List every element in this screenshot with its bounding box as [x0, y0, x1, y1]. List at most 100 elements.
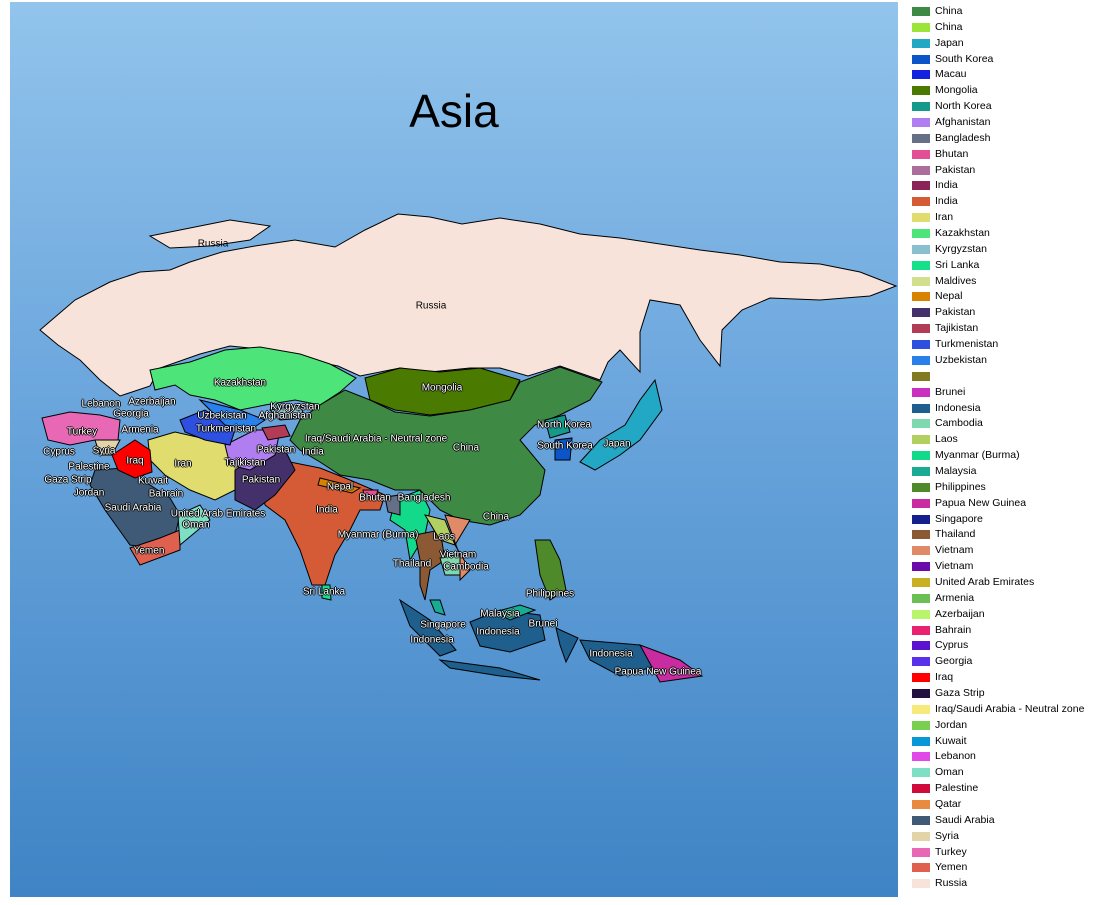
legend-label: Cambodia — [935, 417, 983, 430]
legend-item: Iraq/Saudi Arabia - Neutral zone — [912, 703, 1092, 717]
legend-swatch — [912, 704, 930, 714]
legend-label: Palestine — [935, 782, 979, 795]
legend-swatch — [912, 118, 930, 128]
legend-item: Philippines — [912, 481, 1092, 495]
map-label: Iraq — [126, 455, 144, 467]
map-label: Philippines — [525, 588, 575, 600]
region-bangladesh — [384, 494, 401, 516]
legend-swatch — [912, 419, 930, 429]
legend-swatch — [912, 451, 930, 461]
legend-item: India — [912, 195, 1092, 209]
map-label: Bhutan — [359, 492, 391, 504]
legend-label: Kazakhstan — [935, 227, 990, 240]
legend-label: Armenia — [935, 591, 975, 604]
legend-label: Papua New Guinea — [935, 496, 1027, 509]
region-indonesia-borneo — [469, 609, 546, 653]
map-shapes — [39, 213, 898, 683]
map-label: Iraq/Saudi Arabia - Neutral zone — [304, 433, 448, 445]
legend-label: Kyrgyzstan — [935, 242, 987, 255]
region-turkmenistan — [179, 409, 236, 446]
legend-item: China — [912, 21, 1092, 35]
region-kyrgyzstan — [268, 404, 306, 421]
legend-swatch — [912, 530, 930, 540]
legend-item: Malaysia — [912, 465, 1092, 479]
legend-swatch — [912, 641, 930, 651]
region-papua-new-guinea — [638, 644, 704, 683]
map-label: Jordan — [73, 487, 105, 499]
map-label: India — [316, 504, 338, 516]
legend-label: China — [935, 20, 963, 33]
legend-item: Pakistan — [912, 164, 1092, 178]
map-label: Indonesia — [476, 626, 520, 638]
legend-label: Sri Lanka — [935, 258, 980, 271]
map-label: Cambodia — [443, 561, 489, 573]
map-label: Nepal — [326, 481, 354, 493]
legend-swatch — [912, 54, 930, 64]
map-label: Brunei — [528, 618, 558, 630]
legend-swatch — [912, 736, 930, 746]
legend-label: Uzbekistan — [935, 353, 987, 366]
legend-item: Pakistan — [912, 306, 1092, 320]
map-label: United Arab Emirates — [170, 508, 266, 520]
legend-swatch — [912, 673, 930, 683]
legend-item: Laos — [912, 433, 1092, 447]
legend-item: Uzbekistan — [912, 354, 1092, 368]
legend-item: South Korea — [912, 53, 1092, 67]
legend-item: Papua New Guinea — [912, 497, 1092, 511]
legend-item — [912, 370, 1092, 384]
legend-item: Qatar — [912, 798, 1092, 812]
map-label: Mongolia — [421, 382, 463, 394]
map-label: Malaysia — [480, 608, 520, 620]
legend-label: Iraq/Saudi Arabia - Neutral zone — [935, 702, 1085, 715]
legend-label: Oman — [935, 766, 964, 779]
legend-swatch — [912, 149, 930, 159]
legend-swatch — [912, 800, 930, 809]
legend-item: Bahrain — [912, 624, 1092, 638]
legend-item: Jordan — [912, 719, 1092, 733]
legend-label: Iran — [935, 211, 954, 224]
legend-swatch — [912, 784, 930, 794]
map-label: Azerbaijan — [128, 396, 176, 408]
legend-label: Pakistan — [935, 163, 976, 176]
legend-swatch — [912, 260, 930, 270]
legend-item: Georgia — [912, 655, 1092, 669]
region-india — [261, 461, 386, 586]
map-label: Palestine — [68, 461, 110, 473]
legend-item: China — [912, 5, 1092, 19]
legend-swatch — [912, 86, 930, 96]
map-label: Thailand — [392, 558, 432, 570]
map-label: Kazakhstan — [213, 377, 267, 389]
map-label: Pakistan — [256, 444, 296, 456]
legend-item: Palestine — [912, 782, 1092, 796]
legend-swatch — [912, 752, 930, 762]
legend-label: Syria — [935, 829, 959, 842]
legend-label: Turkmenistan — [935, 338, 999, 351]
legend-item: Iran — [912, 211, 1092, 225]
legend-item: Cyprus — [912, 639, 1092, 653]
legend-label: India — [935, 195, 958, 208]
map-panel: Asia Russia Russia Kazakhstan Mongolia Leban… — [10, 2, 898, 897]
map-label: Kyrgyzstan — [270, 401, 320, 413]
legend-swatch — [912, 292, 930, 302]
legend-item: Thailand — [912, 528, 1092, 542]
legend-item: Vietnam — [912, 560, 1092, 574]
map-title: Asia — [409, 85, 499, 137]
map-label: Bangladesh — [397, 492, 451, 504]
legend-swatch — [912, 466, 930, 476]
legend-swatch — [912, 514, 930, 524]
legend-swatch — [912, 355, 930, 365]
legend-label: Tajikistan — [935, 322, 979, 335]
legend-label: Bangladesh — [935, 131, 991, 144]
region-tajikistan — [261, 424, 291, 441]
map-label: Indonesia — [410, 634, 454, 646]
map-label: Tajikistan — [224, 457, 266, 469]
region-oman — [177, 504, 211, 547]
legend-label: Philippines — [935, 480, 986, 493]
legend-item: Indonesia — [912, 402, 1092, 416]
map-label: Yemen — [133, 545, 165, 557]
legend-item: North Korea — [912, 100, 1092, 114]
map-label: Sri Lanka — [302, 586, 346, 598]
legend-item: Singapore — [912, 513, 1092, 527]
map-label: Pakistan — [241, 474, 281, 486]
legend-label: Myanmar (Burma) — [935, 449, 1020, 462]
